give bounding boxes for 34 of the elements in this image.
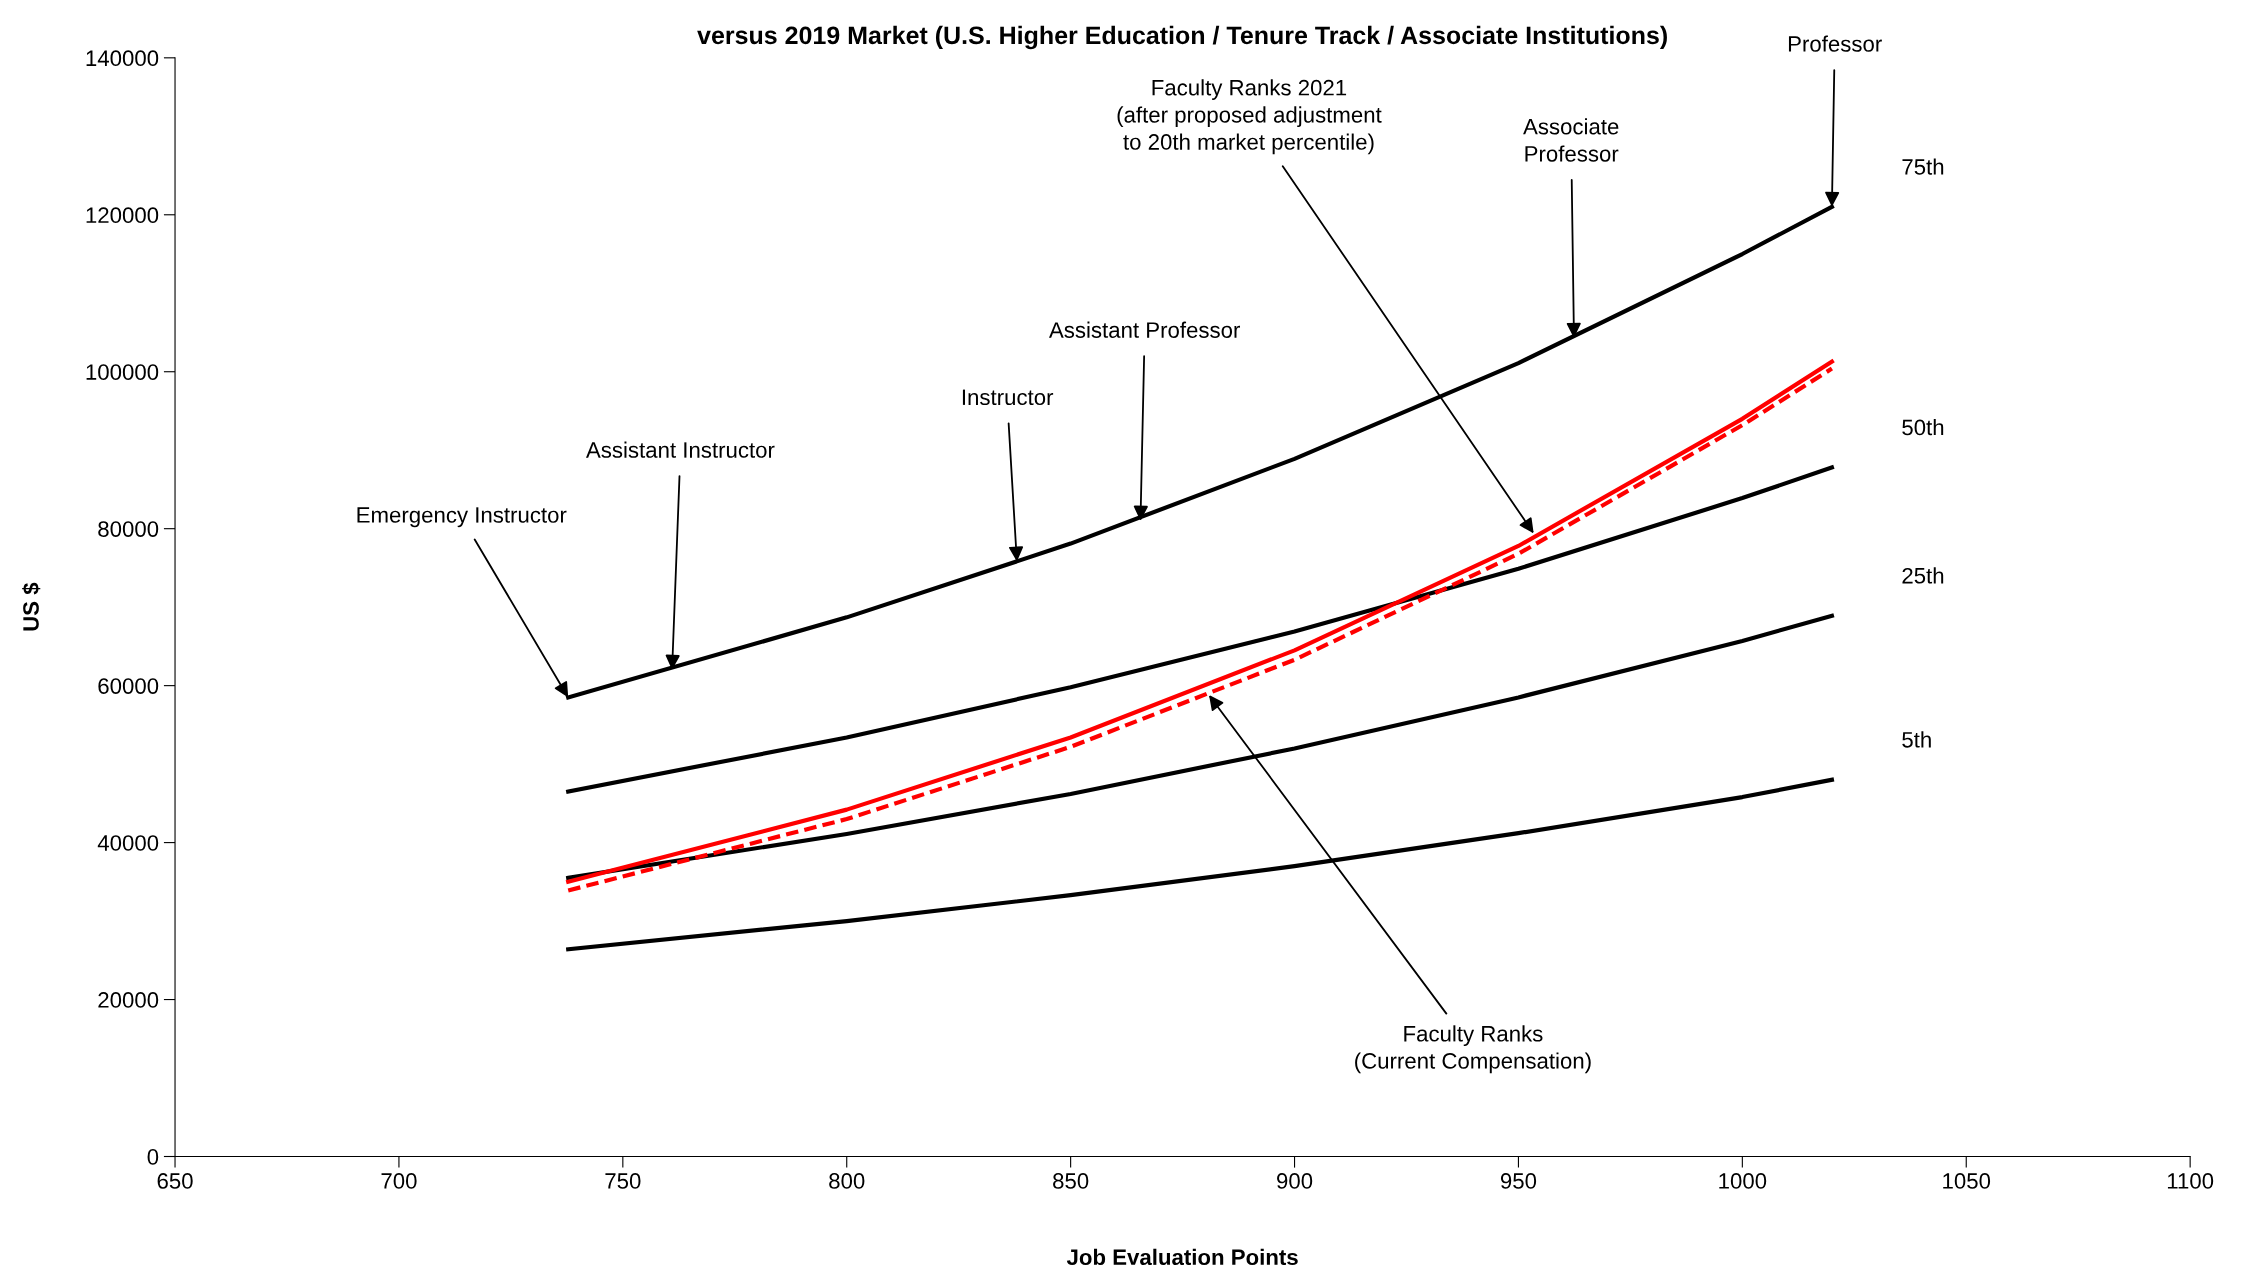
text: 25th <box>1902 567 1944 584</box>
annotation: Assistant Instructor <box>586 441 775 458</box>
annotation: Faculty Ranks 2021 (after proposed adjustment to 20th market percentile) <box>1117 79 1382 155</box>
y-axis-title: US $ <box>22 582 41 631</box>
x-tick-label: 850 <box>1053 1173 1089 1189</box>
y-tick-label: 120000 <box>86 207 159 224</box>
x-axis-title: Job Evaluation Points <box>1066 1248 1298 1266</box>
y-tick-label: 0 <box>147 1149 159 1165</box>
x-tick-label: 950 <box>1500 1173 1537 1189</box>
annotation: Emergency Instructor <box>357 507 567 528</box>
x-tick-label: 750 <box>605 1173 641 1189</box>
y-tick-label: 80000 <box>98 521 159 537</box>
annotation: Instructor <box>962 389 1054 406</box>
annotation: Assistant Professor <box>1049 321 1241 338</box>
y-tick-label: 20000 <box>98 992 159 1008</box>
annotation: Professor <box>1788 35 1882 52</box>
annotation: Associate Professor <box>1523 118 1619 162</box>
x-tick-label: 650 <box>157 1173 193 1189</box>
text: 50th <box>1902 418 1944 436</box>
line-series <box>566 465 1834 794</box>
y-tick-label: 40000 <box>97 835 159 851</box>
annotation: Faculty Ranks (Current Compensation) <box>1355 1025 1591 1074</box>
y-tick-label: 100000 <box>86 364 159 380</box>
x-tick-label: 800 <box>829 1173 865 1189</box>
x-tick-label: 700 <box>381 1173 417 1189</box>
x-tick-label: 1000 <box>1719 1173 1767 1189</box>
y-tick-label: 140000 <box>86 50 159 67</box>
x-tick-label: 900 <box>1277 1173 1313 1189</box>
y-tick-label: 60000 <box>98 678 159 694</box>
x-tick-label: 1100 <box>2167 1173 2214 1189</box>
text: 75th <box>1902 158 1944 175</box>
chart-title: versus 2019 Market (U.S. Higher Education / Tenure Track / Associate Institutions) <box>697 25 1667 50</box>
x-tick-label: 1050 <box>1943 1173 1991 1189</box>
text: 5th <box>1902 731 1931 748</box>
